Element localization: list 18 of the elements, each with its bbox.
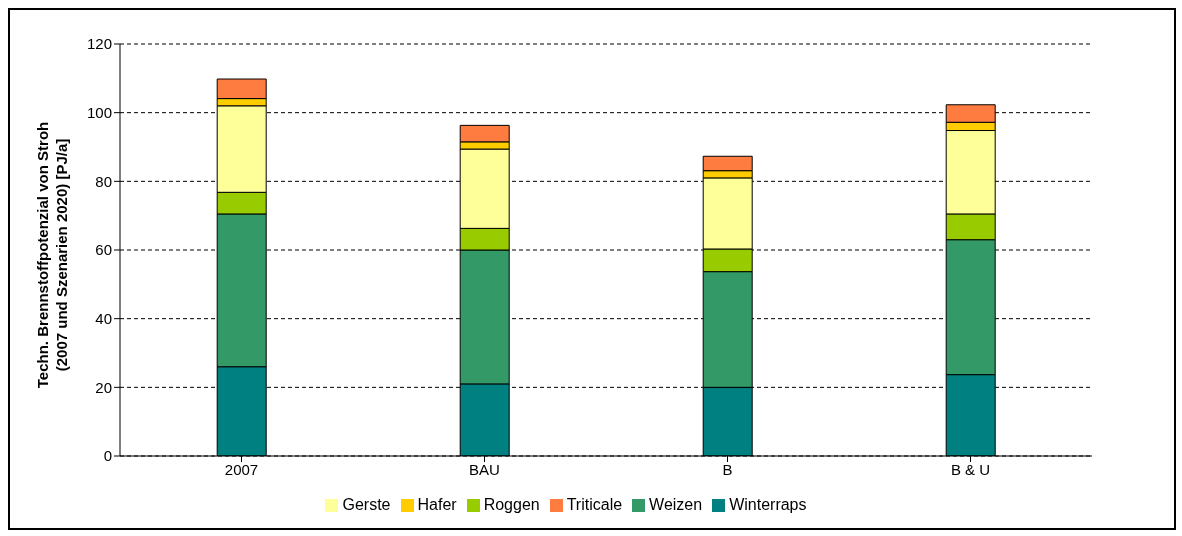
y-axis-title: Techn. Brennstoffpotenzial von Stroh (2007 und Szenarien 2020) [PJ/a] [34,121,70,389]
y-tick-label: 0 [103,447,112,465]
x-tick-label: B & U [950,460,991,478]
x-tick-label: B [722,460,733,478]
legend-label: Roggen [483,496,540,513]
y-tick-label: 120 [86,35,112,53]
legend-label: Weizen [649,496,703,513]
y-tick-label: 40 [95,309,112,327]
y-tick-label: 60 [95,241,112,259]
y-tick-label: 20 [95,378,112,396]
legend-label: Hafer [417,496,457,513]
legend-label: Triticale [566,496,623,513]
legend-label: Gerste [342,496,391,513]
y-tick-label: 100 [86,103,112,121]
y-tick-label: 80 [95,172,112,190]
legend-label: Winterraps [729,496,807,513]
x-tick-label: BAU [469,460,500,478]
x-tick-label: 2007 [224,460,259,478]
